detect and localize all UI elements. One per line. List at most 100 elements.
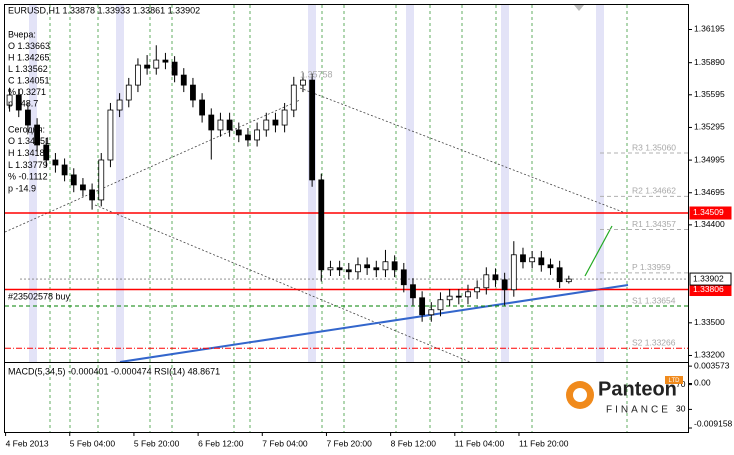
- logo-tag-bg: [665, 376, 683, 384]
- candle-body: [446, 295, 453, 301]
- arrow-line: [584, 225, 613, 277]
- indicator-title: MACD(5,34,5) -0.000401 -0.000474 RSI(14)…: [8, 366, 220, 376]
- candle-body: [355, 264, 361, 273]
- candle-body: [483, 274, 490, 289]
- session-band: [116, 5, 124, 362]
- trend-line: [299, 87, 629, 215]
- logo-sub: FINANCE: [606, 405, 671, 416]
- pivot-label: S2 1.33266: [632, 338, 676, 348]
- candle-body: [565, 278, 572, 283]
- candle-body: [529, 257, 536, 263]
- candle-body: [217, 119, 224, 131]
- pivot-label: R1 1.34357: [632, 219, 676, 229]
- logo: Panteon FINANCE LTD: [566, 376, 683, 416]
- session-band: [596, 5, 604, 362]
- candle-body: [510, 254, 517, 291]
- candle-body: [144, 64, 151, 69]
- candle-body: [290, 84, 297, 111]
- candle-body: [373, 267, 380, 271]
- candle-body: [162, 59, 169, 63]
- x-tick-label: 6 Feb 12:00: [198, 438, 244, 448]
- price-box-label: 1.33902: [693, 273, 724, 283]
- candle-body: [70, 174, 77, 186]
- shift-marker: [574, 5, 584, 11]
- candle-body: [199, 99, 206, 116]
- y-tick-label: 1.36195: [694, 24, 725, 34]
- session-band: [29, 5, 37, 362]
- candle-body: [465, 291, 471, 298]
- candle-body: [437, 299, 444, 311]
- session-band: [501, 5, 509, 362]
- candle-body: [391, 261, 398, 271]
- candle-body: [52, 159, 59, 166]
- candle-body: [318, 179, 325, 271]
- pivot-label: R3 1.35060: [632, 142, 676, 152]
- candle-body: [235, 129, 242, 136]
- candle-body: [538, 257, 545, 266]
- trend-line: [4, 99, 301, 233]
- candle-body: [272, 119, 279, 126]
- pivot-label: R2 1.34662: [632, 186, 676, 196]
- x-tick-label: 4 Feb 2013: [6, 438, 49, 448]
- info-line: Сегодня:: [8, 124, 45, 134]
- candle-body: [80, 184, 86, 191]
- candle-body: [89, 189, 95, 201]
- pivot-label: P 1.33959: [632, 262, 671, 272]
- candle-body: [520, 254, 526, 263]
- candle-body: [61, 164, 68, 176]
- candle-body: [300, 79, 306, 86]
- candle-body: [382, 261, 389, 271]
- candle-body: [153, 59, 160, 69]
- y-tick-label: 1.34695: [694, 187, 725, 197]
- levels: R3 1.35060 R2 1.34662 R1 1.34357 P 1.33959 S…: [5, 142, 732, 349]
- candle-body: [98, 159, 105, 201]
- info-line: H 1.34189: [8, 148, 50, 158]
- y-tick-label: 1.34995: [694, 154, 725, 164]
- candle-body: [226, 119, 233, 131]
- info-line: % 0.3271: [8, 87, 46, 97]
- logo-tag: LTD: [669, 378, 681, 384]
- candle-body: [107, 109, 114, 161]
- candle-body: [190, 84, 196, 101]
- y-tick-label: 1.35295: [694, 122, 725, 132]
- candle-body: [125, 84, 132, 101]
- candle-body: [245, 134, 251, 141]
- price-box-label: 1.33806: [693, 284, 724, 294]
- info-line: O 1.33663: [8, 41, 50, 51]
- logo-name: Panteon: [598, 378, 677, 400]
- candle-body: [116, 99, 123, 111]
- candle-body: [281, 109, 288, 126]
- candle-body: [345, 269, 352, 273]
- session-band: [406, 5, 414, 362]
- info-line: p +48.7: [8, 98, 38, 108]
- y-tick-label: 1.35595: [694, 89, 725, 99]
- x-tick-label: 11 Feb 04:00: [455, 438, 505, 448]
- x-tick-label: 11 Feb 20:00: [519, 438, 569, 448]
- candle-body: [336, 267, 343, 271]
- candle-body: [410, 284, 416, 299]
- candle-body: [455, 295, 462, 298]
- support-line: [119, 284, 629, 363]
- candle-body: [419, 297, 426, 316]
- logo-mark: [573, 388, 587, 402]
- price-box-label: 1.34509: [693, 207, 724, 217]
- info-line: p -14.9: [8, 183, 36, 193]
- candle-body: [43, 144, 50, 161]
- candles: [6, 45, 572, 322]
- frame: [4, 4, 689, 433]
- x-tick-label: 8 Feb 12:00: [391, 438, 437, 448]
- info-line: % -0.1112: [8, 172, 48, 182]
- candle-body: [400, 269, 407, 286]
- candle-body: [309, 79, 316, 181]
- candle-body: [263, 119, 270, 131]
- candle-body: [492, 274, 499, 281]
- x-tick-label: 5 Feb 04:00: [70, 438, 116, 448]
- candle-body: [34, 124, 40, 146]
- price-box: [689, 206, 732, 220]
- candle-body: [180, 74, 187, 86]
- candle-body: [15, 94, 22, 111]
- candle-body: [556, 267, 563, 283]
